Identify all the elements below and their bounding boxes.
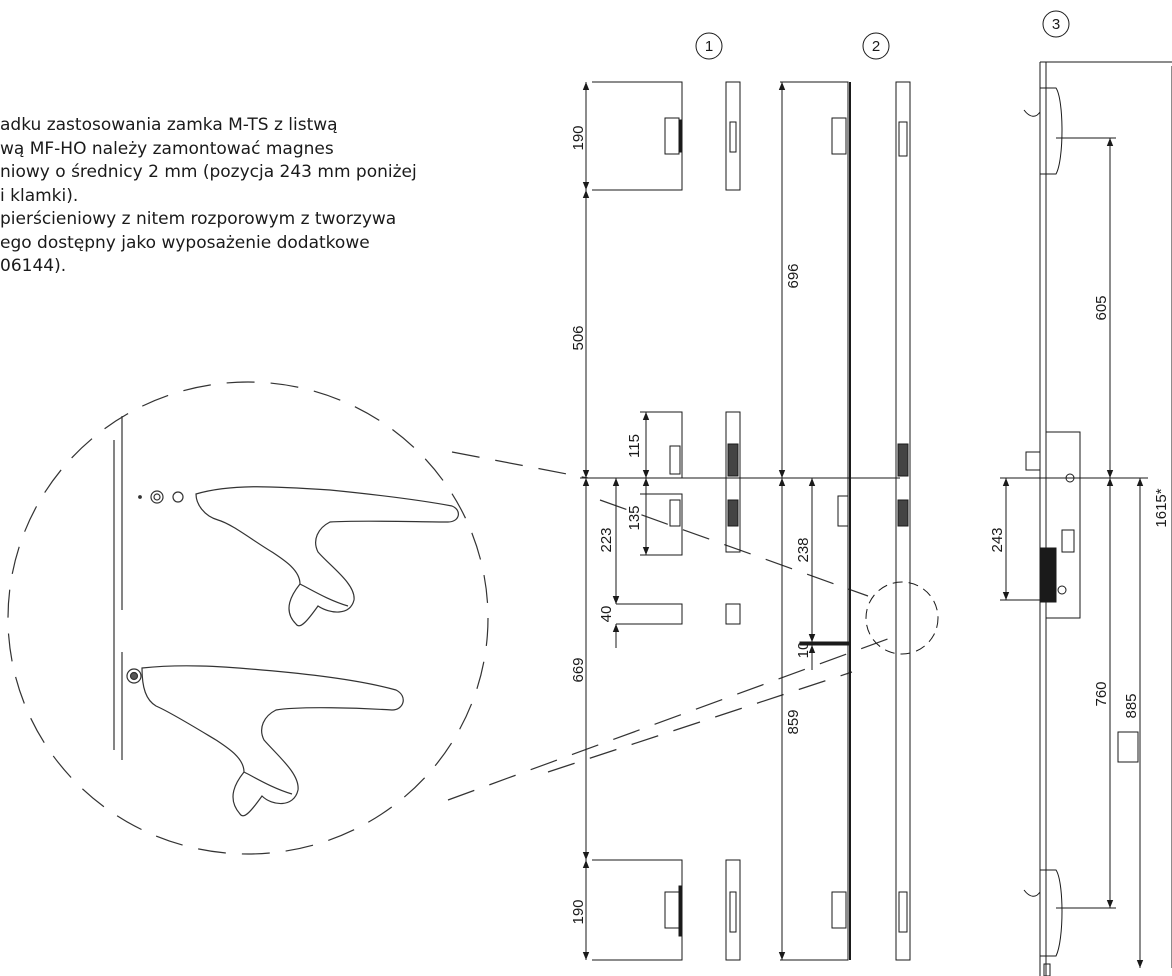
dim-760: 760 (1093, 681, 1110, 706)
dim-506: 506 (570, 325, 587, 350)
note-line-6: ego dostępny jako wyposażenie dodatkowe (0, 232, 370, 253)
upper-hand-icon (138, 486, 459, 627)
dim-135: 135 (626, 505, 643, 530)
instruction-note: adku zastosowania zamka M-TS z listwą wą… (0, 114, 500, 279)
dim-669: 669 (570, 657, 587, 682)
position-markers: 1 2 3 (695, 10, 1070, 60)
note-line-5: pierścieniowy z nitem rozporowym z tworz… (0, 209, 397, 229)
note-line-7: 06144). (0, 256, 67, 276)
leader-line (547, 671, 853, 773)
note-line-4: i klamki). (0, 185, 79, 206)
long-bar-column (780, 81, 939, 961)
magnet-detail-circle (865, 581, 939, 655)
note-line-2: wą MF-HO należy zamontować magnes (0, 138, 334, 159)
leader-line (451, 451, 589, 479)
note-line-3: niowy o średnicy 2 mm (pozycja 243 mm po… (0, 162, 417, 182)
dim-605: 605 (1093, 295, 1110, 320)
lock-side-view (1023, 61, 1172, 976)
dim-190-top: 190 (570, 125, 587, 150)
dim-238: 238 (795, 537, 812, 562)
position-label-1: 1 (705, 38, 713, 55)
dim-885: 885 (1123, 693, 1140, 718)
dim-1615: 1615* (1153, 488, 1170, 527)
detail-circle (7, 381, 489, 855)
long-bar-dims (778, 82, 816, 960)
detail-magnifier (7, 381, 897, 855)
position-label-2: 2 (872, 38, 880, 55)
dim-223: 223 (598, 527, 615, 552)
dim-40: 40 (598, 606, 615, 623)
position-label-3: 3 (1052, 16, 1060, 33)
lock-dims (1000, 66, 1172, 968)
note-line-1: adku zastosowania zamka M-TS z listwą (0, 115, 338, 135)
lower-hand-icon (126, 665, 404, 817)
dim-859: 859 (785, 709, 802, 734)
leader-line (447, 635, 897, 801)
narrow-plates (725, 81, 741, 961)
dim-115: 115 (626, 434, 643, 458)
dim-190-bottom: 190 (570, 899, 587, 924)
dim-10: 10 (795, 642, 812, 659)
dim-696: 696 (785, 263, 802, 288)
dim-243: 243 (989, 527, 1006, 552)
